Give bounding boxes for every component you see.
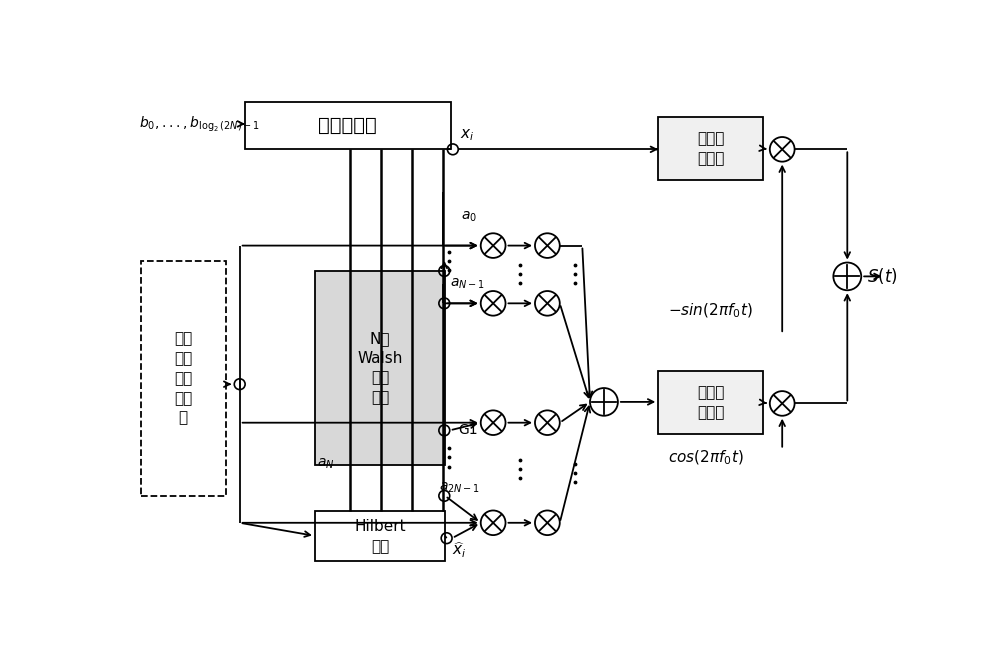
Text: $cos(2\pi f_0 t)$: $cos(2\pi f_0 t)$ [668,448,743,466]
Text: G1: G1 [458,424,478,438]
Text: $x_i$: $x_i$ [460,127,474,143]
Bar [658,117,763,180]
Bar [140,261,226,496]
Text: 状态编码器: 状态编码器 [318,116,377,135]
Text: $a_N$: $a_N$ [317,456,335,471]
Text: $a_{N-1}$: $a_{N-1}$ [450,277,485,291]
Text: $a_{2N-1}$: $a_{2N-1}$ [439,481,480,496]
Bar [315,511,445,562]
Text: 重复
混沌
信号
发生
器: 重复 混沌 信号 发生 器 [174,331,192,426]
Bar [245,101,450,149]
Text: $\widehat{x}_i$: $\widehat{x}_i$ [452,540,467,560]
Bar [315,271,445,465]
Text: $S(t)$: $S(t)$ [867,266,897,286]
Text: $-sin(2\pi f_0 t)$: $-sin(2\pi f_0 t)$ [668,302,752,320]
Text: $b_0,...,b_{\log_2(2N)-1}$: $b_0,...,b_{\log_2(2N)-1}$ [139,114,260,133]
Text: 脉冲成
形滤波: 脉冲成 形滤波 [697,386,724,420]
Bar [658,371,763,434]
Text: 脉冲成
形滤波: 脉冲成 形滤波 [697,131,724,166]
Text: $a_0$: $a_0$ [461,210,477,224]
Text: N阶
Walsh
码发
生器: N阶 Walsh 码发 生器 [357,331,403,406]
Text: Hilbert
变换: Hilbert 变换 [354,519,406,554]
